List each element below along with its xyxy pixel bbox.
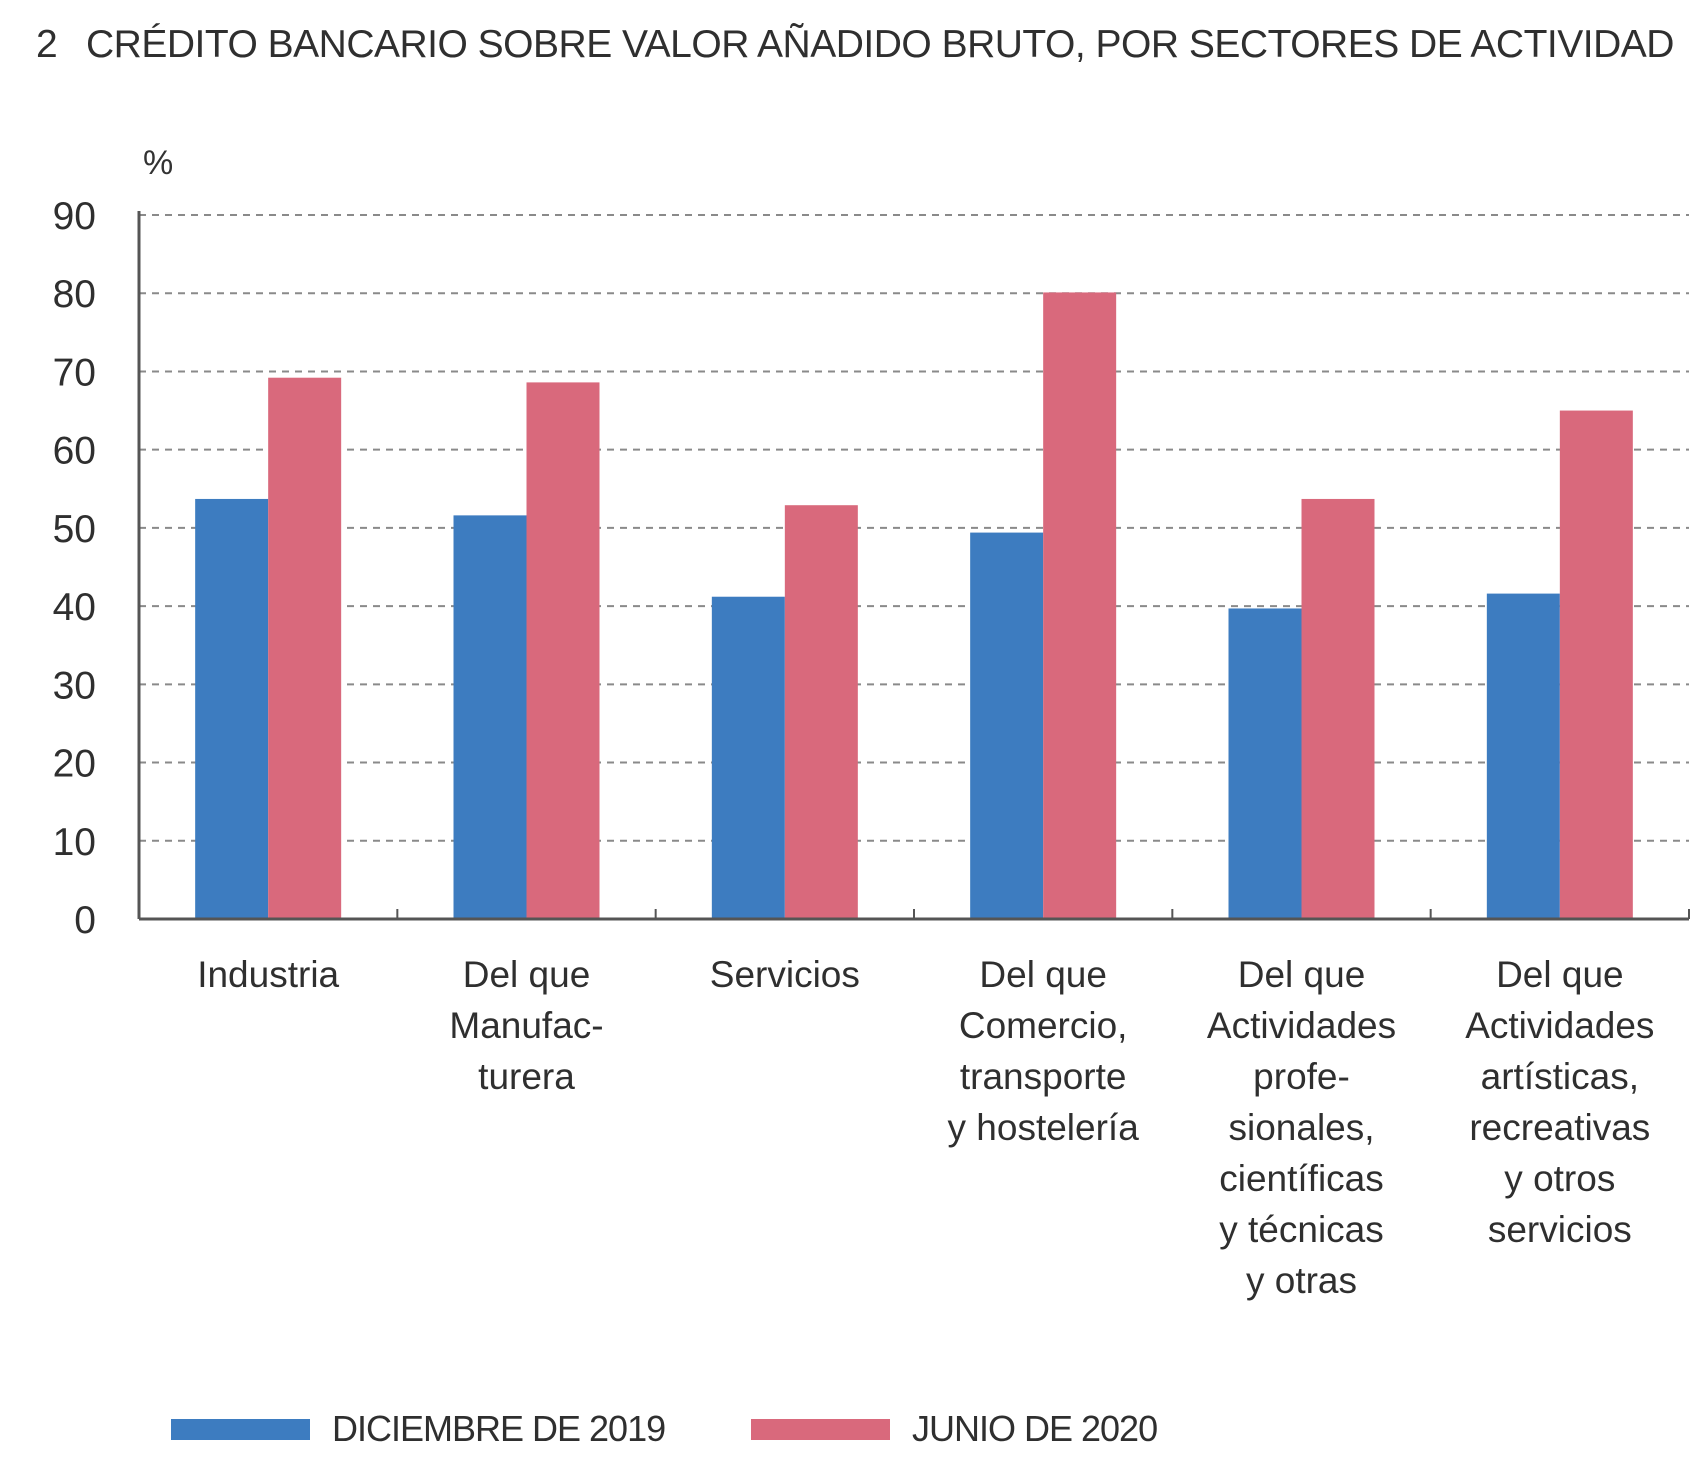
legend-item-jun-2020: JUNIO DE 2020 [751, 1408, 1158, 1450]
bar-dic-2019 [1228, 608, 1302, 919]
y-tick-label: 70 [53, 351, 96, 394]
x-category-label: Del que Actividades artísticas, recreativas… [1465, 954, 1654, 1250]
bar-jun-2020 [268, 377, 342, 919]
legend-item-dic-2019: DICIEMBRE DE 2019 [171, 1408, 666, 1450]
x-category-label: Del que Comercio, transporte y hostelería [948, 954, 1140, 1148]
legend-swatch-jun-2020 [751, 1418, 890, 1440]
chart-title-text: CRÉDITO BANCARIO SOBRE VALOR AÑADIDO BRU… [86, 23, 1674, 66]
y-tick-label: 40 [53, 586, 96, 629]
x-category-label: Del que Manufac-turera [449, 954, 603, 1097]
y-tick-label: 20 [53, 743, 96, 786]
bar-dic-2019 [711, 596, 785, 919]
bar-dic-2019 [1486, 593, 1560, 919]
y-tick-label: 30 [53, 664, 96, 707]
bar-jun-2020 [1301, 498, 1375, 919]
bar-jun-2020 [1559, 410, 1633, 919]
legend-label-dic-2019: DICIEMBRE DE 2019 [332, 1408, 666, 1449]
x-category-label: Servicios [710, 954, 860, 995]
y-tick-label: 60 [53, 430, 96, 473]
legend-label-jun-2020: JUNIO DE 2020 [912, 1408, 1158, 1449]
bar-dic-2019 [453, 515, 527, 919]
bar-jun-2020 [526, 382, 600, 919]
legend-swatch-dic-2019 [171, 1418, 310, 1440]
x-category-label: Del que Actividades profe-sionales, científ… [1207, 954, 1396, 1301]
bar-chart: % 0 10 20 30 40 50 60 70 80 90 Industria Del que Manu… [53, 144, 1690, 1301]
y-axis-unit: % [143, 144, 173, 182]
y-tick-label: 50 [53, 508, 96, 551]
y-tick-label: 0 [74, 899, 96, 942]
bar-jun-2020 [1043, 292, 1117, 919]
y-tick-label: 80 [53, 273, 96, 316]
bar-dic-2019 [970, 532, 1044, 919]
x-category-label: Industria [197, 954, 339, 995]
bar-dic-2019 [195, 498, 269, 919]
y-tick-label: 90 [53, 195, 96, 238]
chart-title: 2 CRÉDITO BANCARIO SOBRE VALOR AÑADIDO B… [36, 18, 1686, 71]
y-tick-label: 10 [53, 821, 96, 864]
chart-number: 2 [36, 23, 58, 66]
bar-jun-2020 [784, 505, 858, 919]
